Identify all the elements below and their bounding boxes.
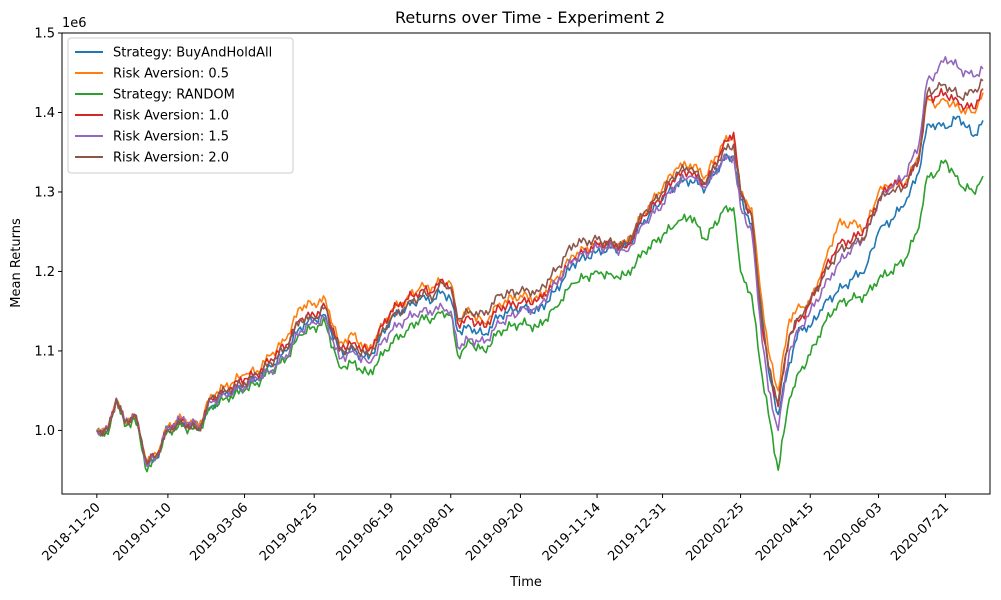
y-tick-label: 1.1	[34, 344, 55, 359]
x-tick-label: 2019-06-19	[334, 500, 398, 564]
x-tick-label: 2020-02-25	[683, 500, 747, 564]
legend-entry: Risk Aversion: 1.0	[113, 109, 229, 124]
series-line-5	[96, 78, 984, 464]
y-tick-label: 1.0	[34, 424, 55, 439]
series-line-4	[96, 55, 984, 468]
y-scale-note: 1e6	[62, 16, 87, 31]
series-line-2	[96, 159, 984, 473]
x-axis-label: Time	[509, 575, 542, 590]
x-tick-label: 2019-11-14	[540, 500, 604, 564]
legend-entry: Risk Aversion: 1.5	[113, 130, 229, 145]
legend-box	[67, 37, 294, 174]
y-axis-label: Mean Returns	[9, 218, 24, 308]
plot-frame	[61, 32, 991, 495]
x-tick-label: 2019-03-06	[187, 500, 251, 564]
y-tick-label: 1.5	[34, 27, 55, 42]
chart-title: Returns over Time - Experiment 2	[395, 8, 665, 27]
y-tick-label: 1.2	[34, 265, 55, 280]
y-tick-label: 1.3	[34, 185, 55, 200]
x-tick-label: 2019-04-25	[257, 500, 321, 564]
y-tick-label: 1.4	[34, 106, 55, 121]
x-tick-label: 2020-04-15	[753, 500, 817, 564]
legend: Strategy: BuyAndHoldAll Risk Aversion: 0.…	[67, 37, 294, 174]
x-tick-label: 2020-07-21	[888, 500, 952, 564]
series-line-3	[96, 88, 984, 465]
x-tick-label: 2019-01-10	[111, 500, 175, 564]
legend-entry: Strategy: RANDOM	[113, 88, 235, 103]
x-axis: 2018-11-20 2019-01-10 2019-03-06 2019-04-25…	[40, 494, 952, 564]
series-layer	[96, 55, 984, 473]
legend-entry: Risk Aversion: 0.5	[113, 67, 229, 82]
x-tick-label: 2020-06-03	[821, 500, 885, 564]
x-tick-label: 2019-12-31	[605, 500, 669, 564]
legend-entry: Risk Aversion: 2.0	[113, 151, 229, 166]
x-tick-label: 2019-08-01	[394, 500, 458, 564]
y-axis: 1.0 1.1 1.2 1.3 1.4 1.5	[34, 27, 62, 439]
legend-entry: Strategy: BuyAndHoldAll	[113, 46, 272, 61]
x-tick-label: 2018-11-20	[40, 500, 104, 564]
x-tick-label: 2019-09-20	[463, 500, 527, 564]
